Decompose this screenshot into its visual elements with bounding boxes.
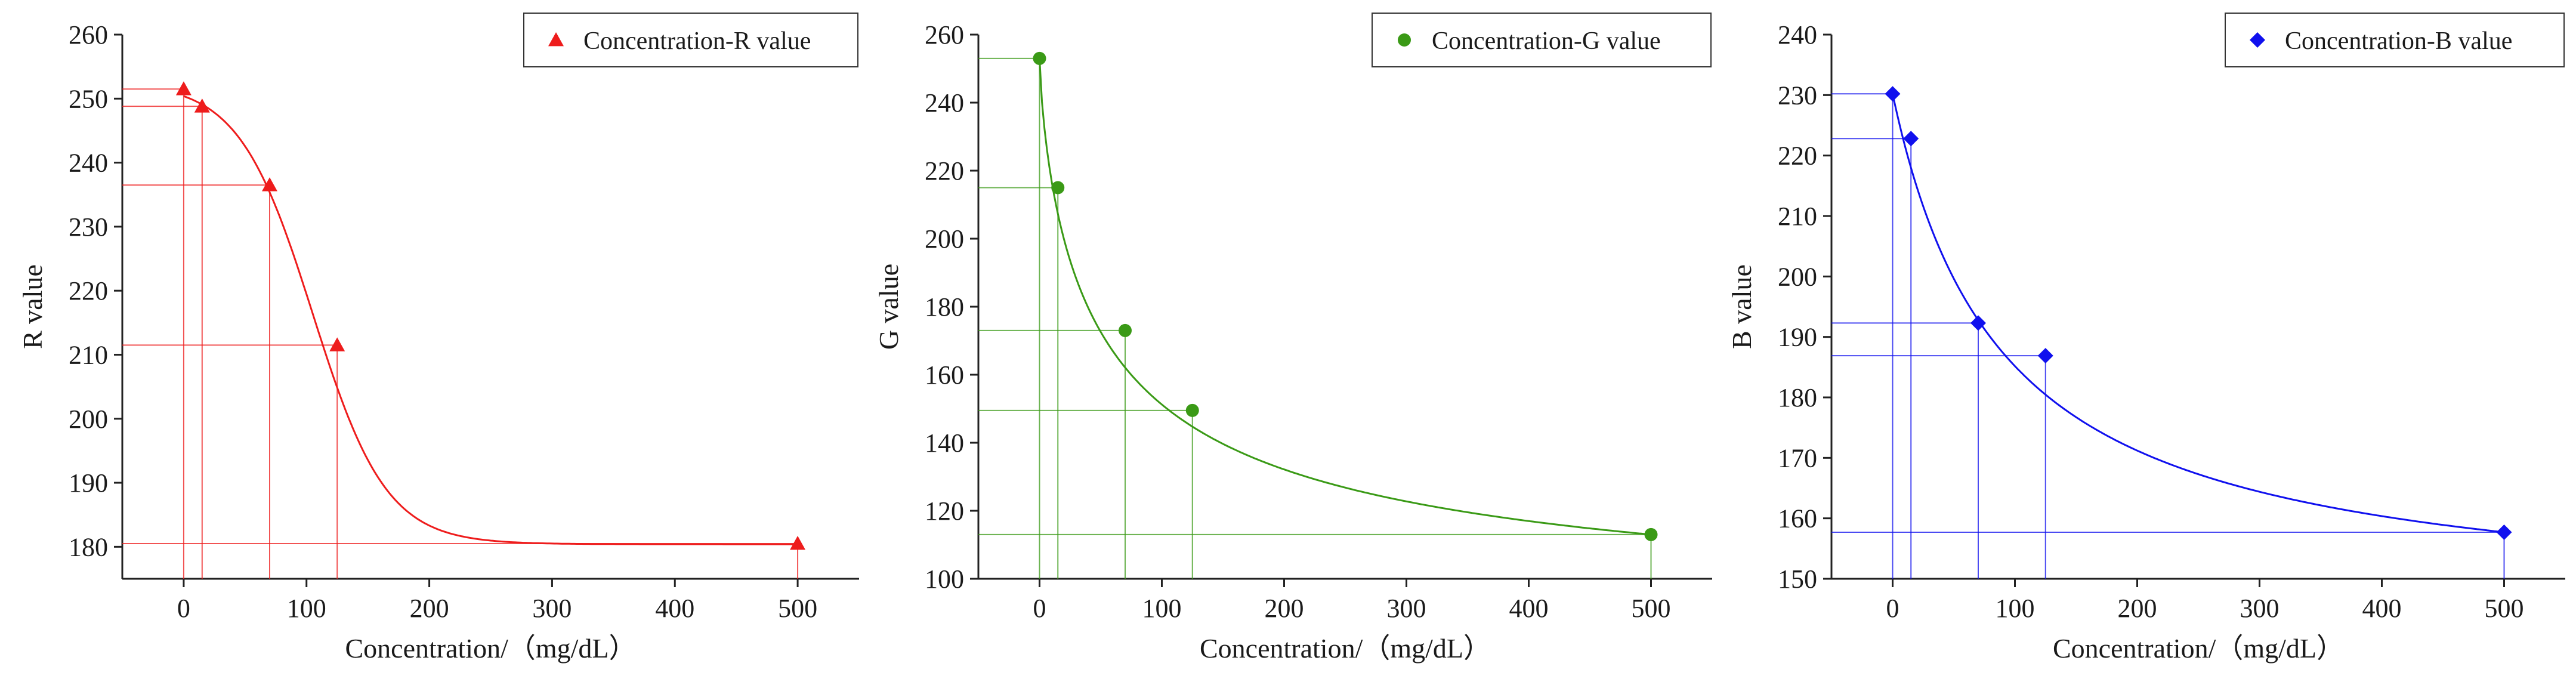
y-tick-label: 210 <box>1778 202 1817 231</box>
chart-panel-2: 0 100 200 300 400 500 100 120 140 160 180 200 220 240… <box>873 13 1712 664</box>
legend-marker <box>1398 33 1411 47</box>
data-point <box>262 177 277 192</box>
y-axis-title: G value <box>873 264 904 350</box>
x-tick-label: 400 <box>655 594 694 623</box>
fit-curve <box>183 95 798 545</box>
y-tick-label: 170 <box>1778 443 1817 473</box>
x-axis-title: Concentration/（mg/dL） <box>345 633 636 664</box>
y-tick-label: 120 <box>925 496 964 526</box>
y-tick-label: 210 <box>69 340 108 369</box>
legend-label: Concentration-R value <box>583 27 811 55</box>
chart-panel-3: 0 100 200 300 400 500 150 160 170 180 190 200 210 220… <box>1726 13 2565 664</box>
chart-panel-1: 0 100 200 300 400 500 180 190 200 210 220 230 240 250… <box>17 13 859 664</box>
y-tick-label: 200 <box>925 224 964 254</box>
y-tick-label: 140 <box>925 428 964 458</box>
y-tick-label: 260 <box>925 20 964 50</box>
y-tick-label: 180 <box>1778 383 1817 412</box>
x-tick-label: 100 <box>1996 594 2035 623</box>
x-axis-title: Concentration/（mg/dL） <box>1200 633 1491 664</box>
y-tick-label: 160 <box>925 360 964 390</box>
x-tick-label: 400 <box>2362 594 2402 623</box>
legend-box <box>1372 13 1712 67</box>
y-tick-label: 240 <box>69 149 108 178</box>
x-tick-label: 0 <box>1886 594 1899 623</box>
y-tick-label: 220 <box>925 156 964 186</box>
y-tick-label: 160 <box>1778 504 1817 533</box>
y-tick-label: 240 <box>925 88 964 118</box>
y-tick-label: 250 <box>69 84 108 113</box>
legend: Concentration-R value <box>523 13 858 67</box>
y-tick-label: 200 <box>1778 262 1817 291</box>
x-tick-label: 200 <box>1265 594 1304 623</box>
x-tick-label: 500 <box>778 594 817 623</box>
legend-box <box>523 13 858 67</box>
data-point <box>329 337 345 351</box>
data-point <box>1051 181 1065 195</box>
y-tick-label: 180 <box>925 292 964 322</box>
data-point <box>1033 51 1046 65</box>
x-tick-label: 300 <box>2240 594 2280 623</box>
fit-curve <box>1892 93 2504 533</box>
x-tick-label: 300 <box>1387 594 1426 623</box>
legend: Concentration-B value <box>2225 13 2565 67</box>
y-axis-title: R value <box>17 264 48 349</box>
y-tick-label: 220 <box>1778 141 1817 171</box>
legend-marker <box>2250 32 2265 48</box>
data-point <box>1885 86 1901 102</box>
y-tick-label: 260 <box>69 20 108 50</box>
data-point <box>1644 527 1658 541</box>
legend-box <box>2225 13 2565 67</box>
legend-marker <box>548 32 564 47</box>
x-tick-label: 100 <box>287 594 326 623</box>
data-point <box>1903 131 1919 147</box>
data-point <box>1970 315 1986 331</box>
x-tick-label: 0 <box>177 594 190 623</box>
data-point <box>194 98 210 113</box>
data-point <box>175 81 191 95</box>
x-tick-label: 400 <box>1509 594 1549 623</box>
y-tick-label: 190 <box>1778 323 1817 352</box>
y-tick-label: 100 <box>925 564 964 594</box>
data-point <box>1119 323 1132 337</box>
y-tick-label: 230 <box>1778 81 1817 110</box>
legend-label: Concentration-G value <box>1432 27 1661 55</box>
y-tick-label: 180 <box>69 532 108 561</box>
fit-curve <box>1039 58 1651 536</box>
data-point <box>2496 524 2512 540</box>
data-point <box>790 535 806 550</box>
x-tick-label: 300 <box>532 594 572 623</box>
y-tick-label: 190 <box>69 468 108 498</box>
y-tick-label: 220 <box>69 276 108 306</box>
y-tick-label: 240 <box>1778 20 1817 50</box>
y-tick-label: 200 <box>69 405 108 434</box>
y-tick-label: 150 <box>1778 564 1817 594</box>
x-tick-label: 0 <box>1033 594 1046 623</box>
legend-label: Concentration-B value <box>2285 27 2512 55</box>
x-tick-label: 500 <box>1632 594 1671 623</box>
data-point <box>2037 348 2053 364</box>
x-tick-label: 100 <box>1142 594 1182 623</box>
x-axis-title: Concentration/（mg/dL） <box>2053 633 2344 664</box>
x-tick-label: 200 <box>2118 594 2157 623</box>
legend: Concentration-G value <box>1372 13 1712 67</box>
x-tick-label: 200 <box>410 594 449 623</box>
data-point <box>1185 403 1199 417</box>
y-tick-label: 230 <box>69 212 108 242</box>
y-axis-title: B value <box>1726 264 1757 349</box>
x-tick-label: 500 <box>2485 594 2524 623</box>
